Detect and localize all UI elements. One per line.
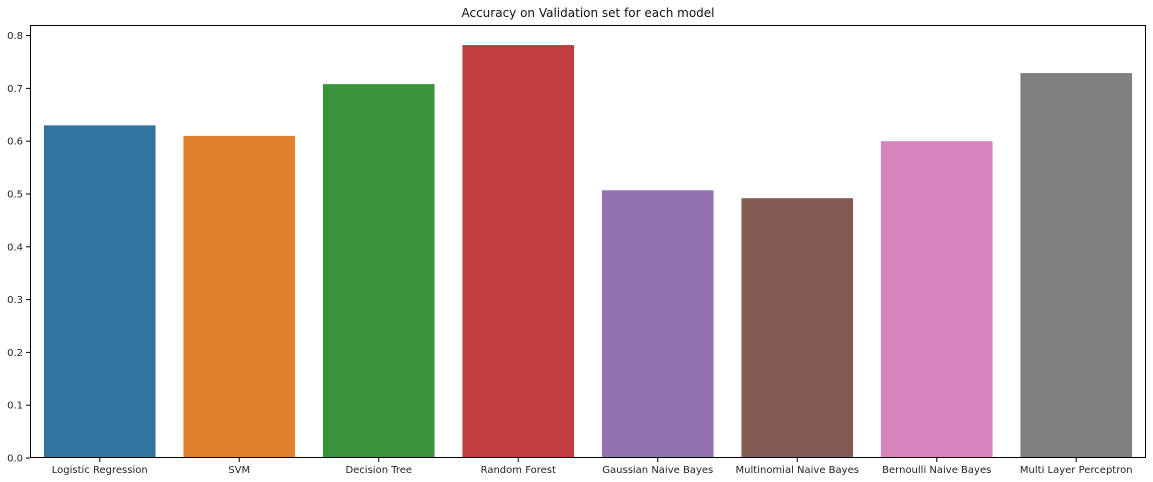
- bars-group: [43, 45, 1133, 459]
- x-axis: Logistic Regression SVM Decision Tree Rando…: [52, 458, 1133, 476]
- bar-decision-tree: [322, 84, 435, 458]
- x-tick-label: Bernoulli Naive Bayes: [882, 465, 991, 476]
- bar-gaussian-naive-bayes: [601, 190, 714, 458]
- x-tick-label: SVM: [228, 465, 250, 476]
- y-tick-label: 0.6: [7, 137, 23, 148]
- x-tick-label: Decision Tree: [345, 465, 412, 476]
- bar-multi-layer-perceptron: [1020, 73, 1133, 459]
- bar-svm: [183, 135, 296, 458]
- bar-random-forest: [462, 45, 575, 458]
- y-axis: 0.0 0.1 0.2 0.3 0.4 0.5 0.6 0.7 0.8: [7, 31, 30, 465]
- bar-bernoulli-naive-bayes: [880, 141, 993, 459]
- bar-multinomial-naive-bayes: [741, 198, 854, 458]
- y-tick-label: 0.4: [7, 242, 23, 253]
- y-tick-label: 0.1: [7, 401, 23, 412]
- x-tick-label: Multi Layer Perceptron: [1020, 465, 1133, 476]
- y-tick-label: 0.5: [7, 189, 23, 200]
- chart-title: Accuracy on Validation set for each mode…: [461, 6, 714, 20]
- y-tick-label: 0.3: [7, 295, 23, 306]
- x-tick-label: Random Forest: [481, 465, 556, 476]
- y-tick-label: 0.8: [7, 31, 23, 42]
- bar-logistic-regression: [43, 125, 156, 458]
- x-tick-label: Gaussian Naive Bayes: [602, 465, 713, 476]
- plot-frame: [30, 25, 1146, 458]
- y-tick-label: 0.7: [7, 84, 23, 95]
- x-tick-label: Logistic Regression: [52, 465, 148, 476]
- y-tick-label: 0.2: [7, 348, 23, 359]
- y-tick-label: 0.0: [7, 454, 23, 465]
- x-tick-label: Multinomial Naive Bayes: [736, 465, 859, 476]
